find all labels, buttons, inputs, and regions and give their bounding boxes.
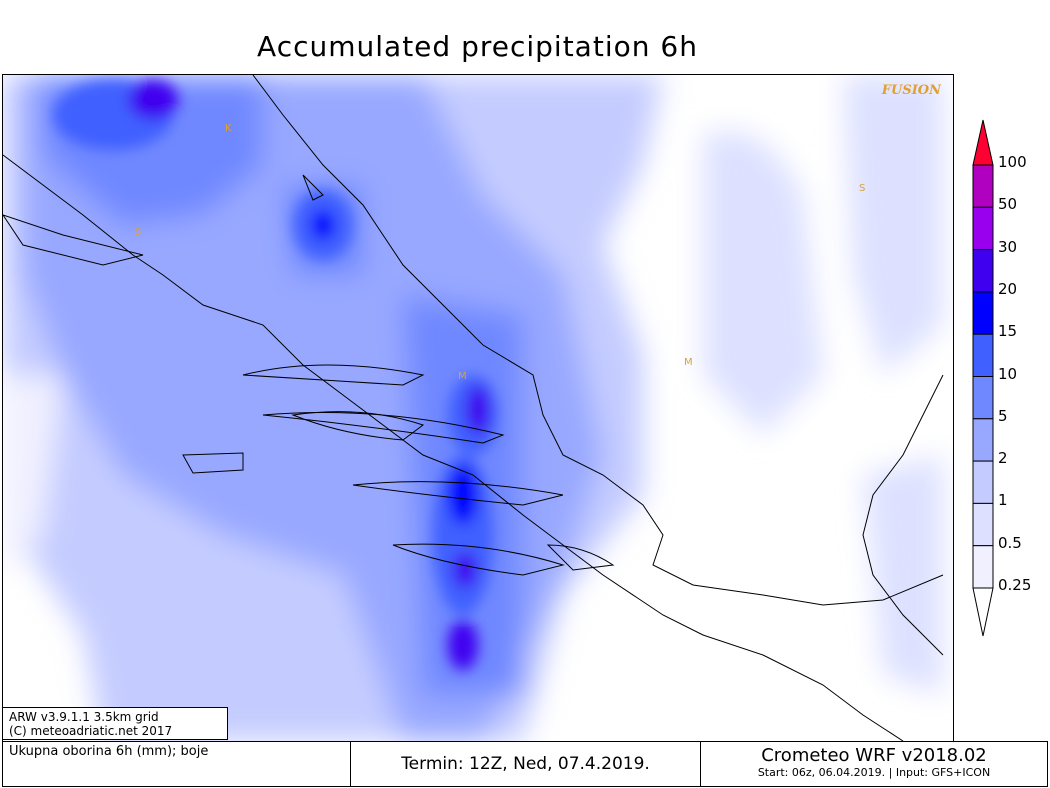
map-title: Accumulated precipitation 6h: [257, 30, 698, 63]
legend-swatch: [972, 164, 994, 208]
legend-swatch: [972, 291, 994, 335]
legend-colorbar: [972, 119, 994, 637]
legend-tick-label: 15: [998, 322, 1018, 341]
model-grid-text: ARW v3.9.1.1 3.5km grid: [9, 710, 159, 724]
map-label: S: [135, 227, 142, 238]
legend-swatch: [972, 418, 994, 462]
color-legend: 100 50 30 20 15 10 5 2 1 0.5 0.25: [960, 115, 1031, 689]
map-label: M: [684, 357, 693, 368]
legend-tick-label: 5: [998, 406, 1008, 425]
legend-tick-label: 2: [998, 449, 1008, 468]
legend-swatch: [972, 502, 994, 547]
copyright-text: (C) meteoadriatic.net 2017: [9, 724, 173, 738]
map-label: K: [225, 123, 232, 134]
legend-tick-label: 1: [998, 491, 1008, 510]
precipitation-field: [3, 75, 944, 741]
legend-tick-label: 20: [998, 279, 1018, 298]
legend-swatch: [972, 376, 994, 420]
legend-tick-label: 50: [998, 195, 1018, 214]
fusion-watermark: FUSION: [881, 83, 941, 98]
run-info: Start: 06z, 06.04.2019. | Input: GFS+ICO…: [757, 766, 991, 779]
legend-swatch: [972, 249, 994, 293]
legend-tick-label: 30: [998, 237, 1018, 256]
legend-swatch: [972, 460, 994, 504]
map-label: S: [859, 183, 866, 194]
footer: Ukupna oborina 6h (mm); boje Termin: 12Z…: [2, 741, 1048, 787]
legend-tick-label: 100: [998, 153, 1027, 171]
legend-bottom-arrow: [972, 587, 994, 637]
model-version: Crometeo WRF v2018.02: [761, 745, 987, 766]
variable-description: Ukupna oborina 6h (mm); boje: [3, 742, 351, 786]
model-info-box: ARW v3.9.1.1 3.5km grid (C) meteoadriati…: [2, 707, 228, 740]
legend-swatch: [972, 545, 994, 589]
map-label: M: [458, 371, 467, 382]
legend-swatch: [972, 333, 994, 377]
legend-tick-label: 10: [998, 364, 1018, 383]
precipitation-map: K S S M M FUSION: [2, 74, 954, 742]
legend-swatch: [972, 206, 994, 251]
legend-tick-label: 0.5: [998, 533, 1022, 552]
coastline: [3, 75, 944, 741]
legend-tick-label: 0.25: [998, 576, 1032, 594]
model-version-box: Crometeo WRF v2018.02 Start: 06z, 06.04.…: [701, 742, 1047, 786]
forecast-time: Termin: 12Z, Ned, 07.4.2019.: [351, 742, 701, 786]
legend-top-arrow: [972, 119, 994, 166]
